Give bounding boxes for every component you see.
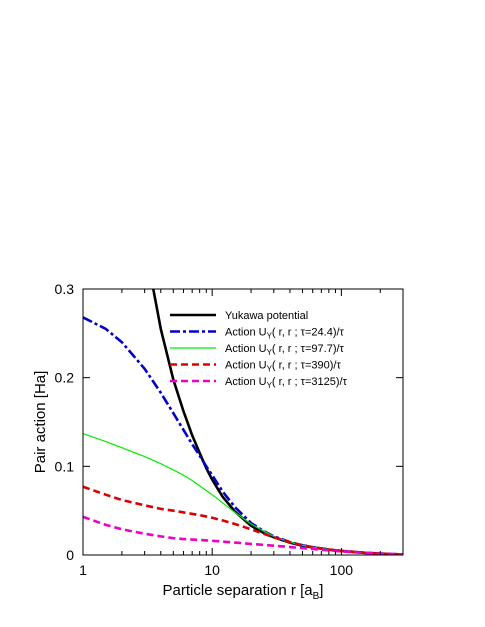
- legend-label-main: Action U: [225, 343, 267, 355]
- legend-label-sub: Y: [267, 348, 273, 357]
- plot-frame: [82, 288, 404, 556]
- legend-label-sub: Y: [267, 381, 273, 390]
- y-tick-label: 0.2: [55, 370, 75, 386]
- x-axis-title-sub: B: [313, 591, 320, 602]
- x-axis-title-end: ]: [319, 582, 323, 599]
- y-tick-label: 0: [66, 547, 74, 563]
- x-axis-title: Particle separation r [aB]: [163, 582, 324, 602]
- legend-label-rest: ( r, r ; τ=3125)/τ: [272, 376, 348, 388]
- legend-label-2: Action UY( r, r ; τ=24.4)/τ: [225, 327, 345, 341]
- legend-label-1: Yukawa potential: [225, 310, 308, 322]
- axes: 0 0.1 0.2 0.3 1 10 100 Particle separation r [a…: [32, 281, 404, 602]
- series-line-4: [83, 485, 403, 555]
- legend-label-3: Action UY( r, r ; τ=97.7)/τ: [225, 343, 345, 357]
- x-tick-label: 1: [79, 562, 87, 578]
- y-tick-label: 0.3: [55, 281, 75, 297]
- legend-label-rest: ( r, r ; τ=390)/τ: [272, 360, 342, 372]
- legend-label-main: Action U: [225, 360, 267, 372]
- plot-area: [83, 289, 403, 555]
- legend-label-sub: Y: [267, 365, 273, 374]
- legend-label-rest: ( r, r ; τ=24.4)/τ: [272, 327, 345, 339]
- series-line-2: [83, 316, 403, 555]
- x-tick-label: 100: [330, 562, 354, 578]
- x-tick-label: 10: [204, 562, 220, 578]
- legend-label-5: Action UY( r, r ; τ=3125)/τ: [225, 376, 348, 390]
- legend-label-sub: Y: [267, 332, 273, 341]
- y-tick-label: 0.1: [55, 458, 75, 474]
- series-line-5: [83, 515, 403, 555]
- legend-label-main: Action U: [225, 376, 267, 388]
- legend-label-4: Action UY( r, r ; τ=390)/τ: [225, 360, 341, 374]
- series-line-3: [83, 432, 403, 555]
- legend-label-main: Action U: [225, 327, 267, 339]
- y-axis-title: Pair action [Ha]: [32, 371, 49, 474]
- legend-label-rest: ( r, r ; τ=97.7)/τ: [272, 343, 345, 355]
- x-axis-title-main: Particle separation r [a: [163, 582, 314, 599]
